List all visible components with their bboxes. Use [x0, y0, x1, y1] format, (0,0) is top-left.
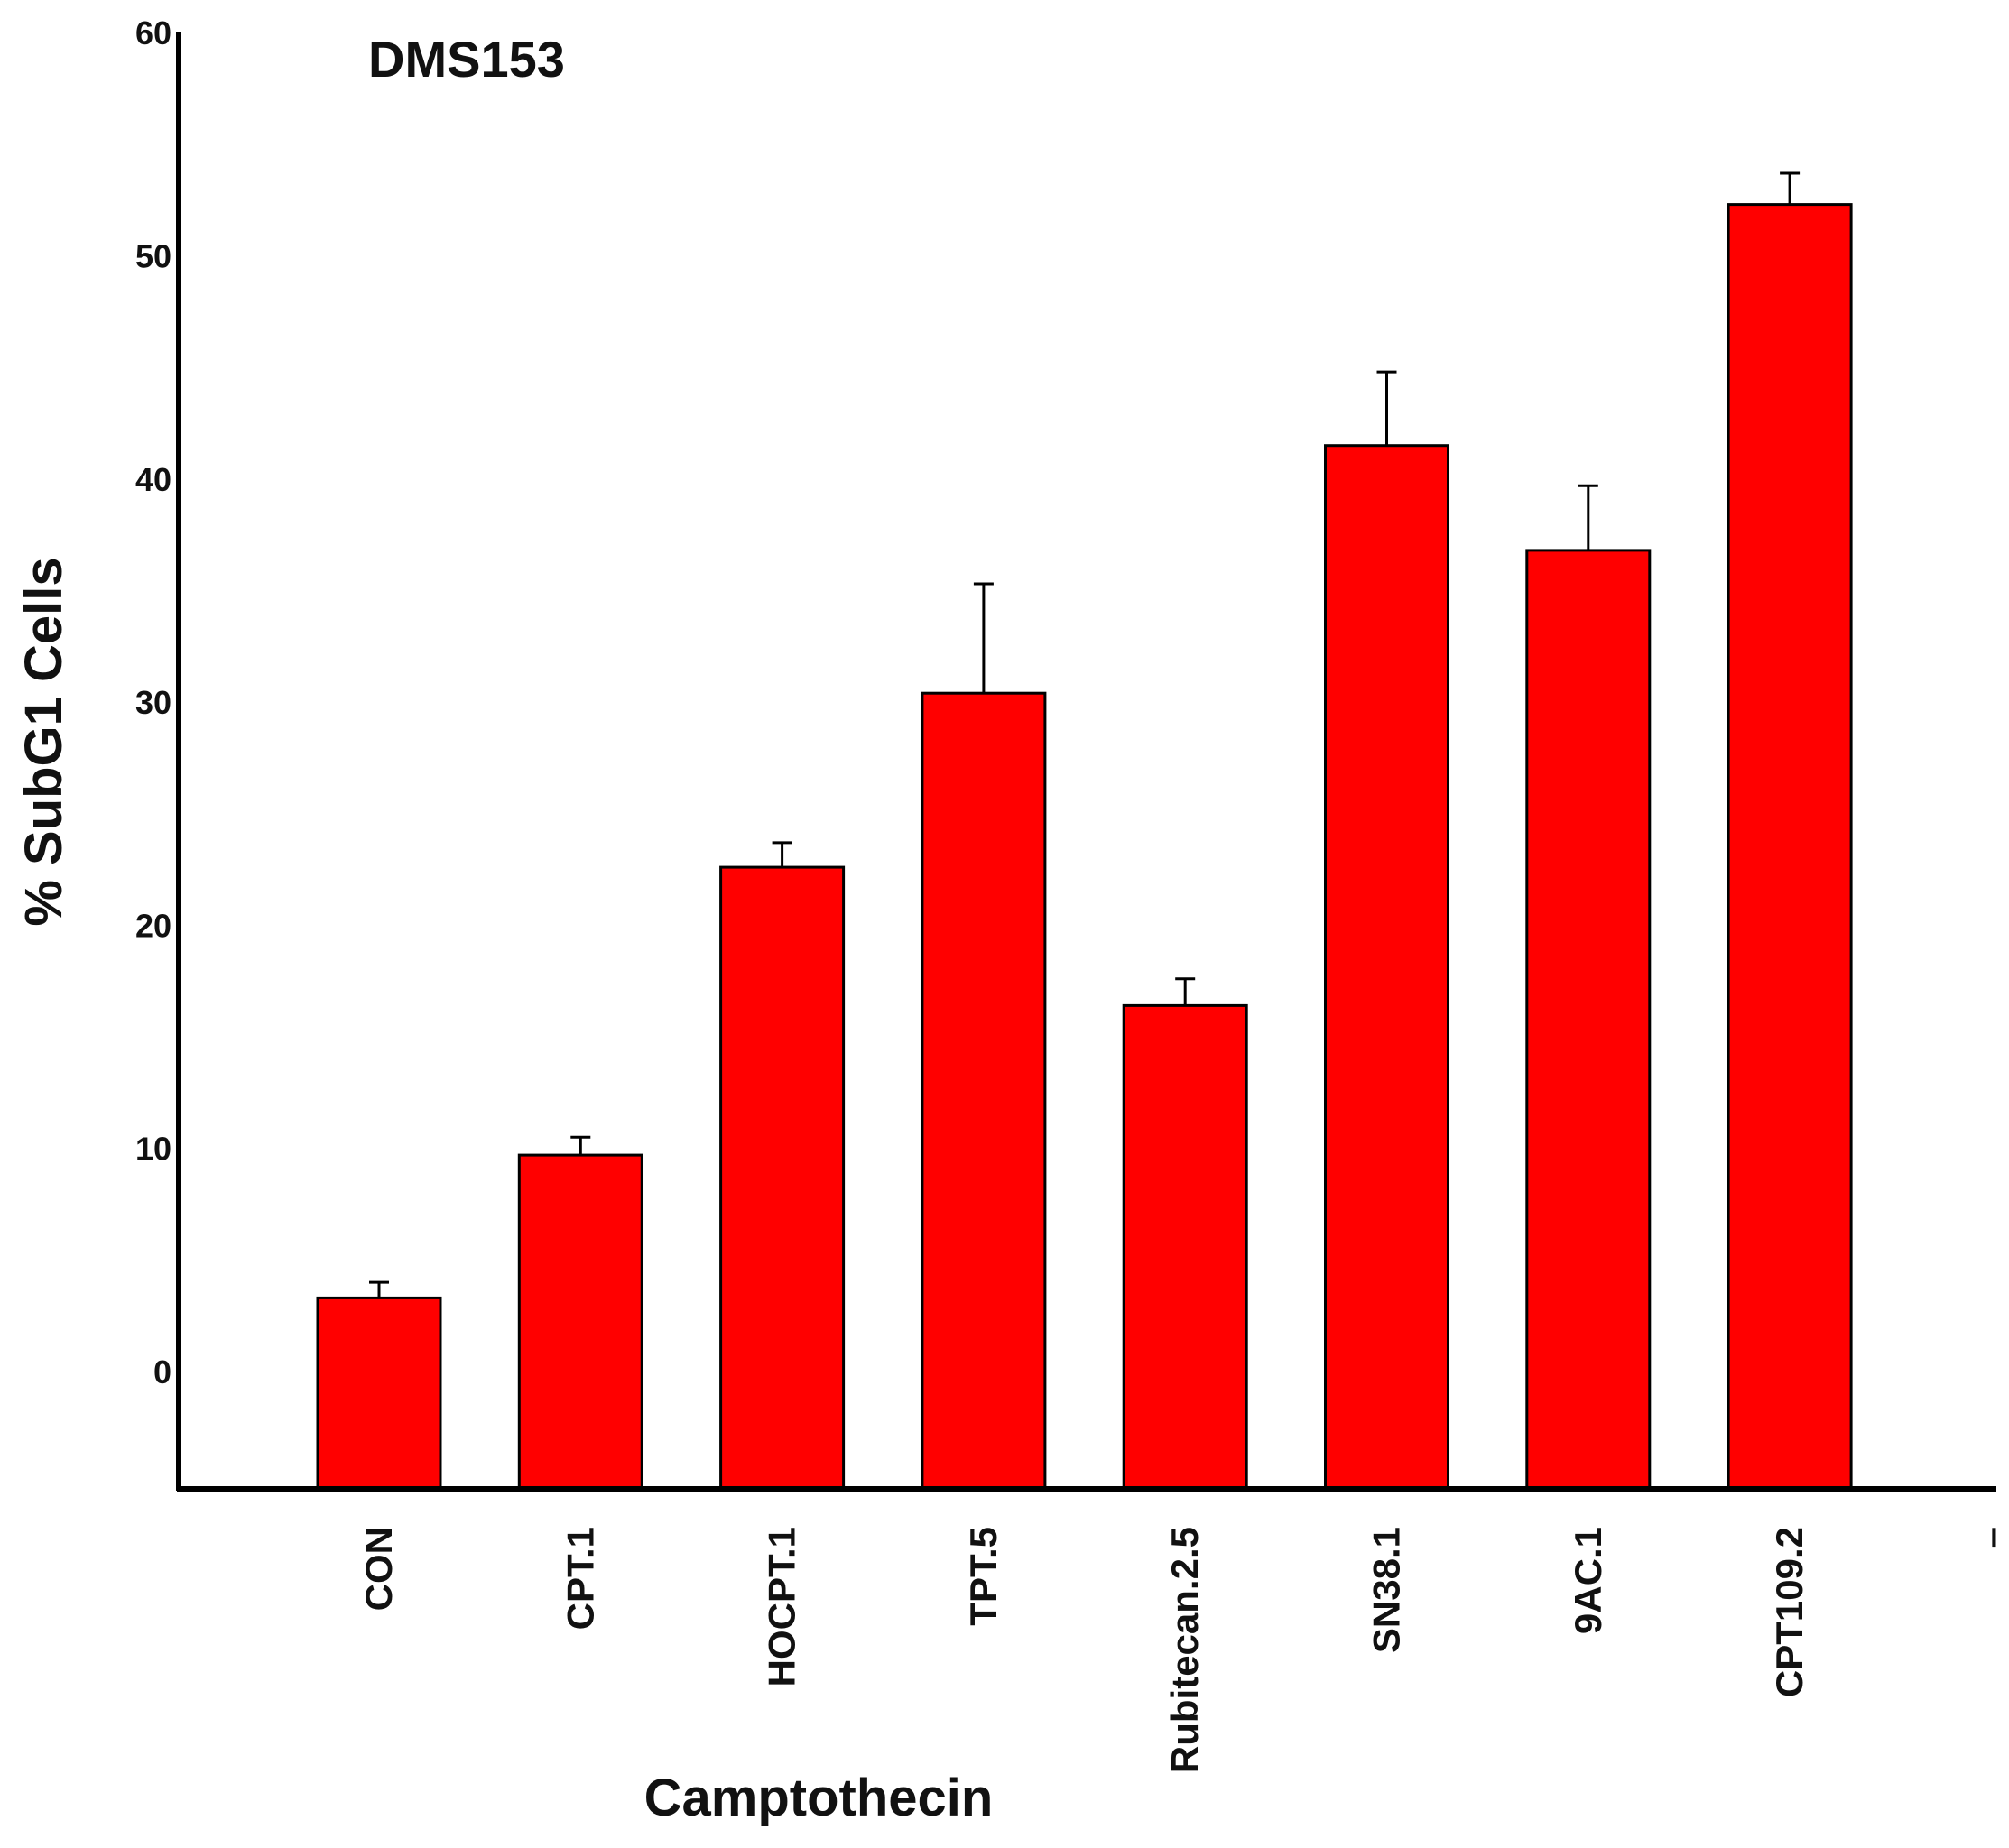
bar	[921, 691, 1047, 1491]
x-tick-label: Rubitecan.2.5	[1163, 1527, 1206, 1773]
error-bars-layer	[369, 171, 1801, 1298]
y-tick-label: 40	[135, 461, 171, 498]
y-tick-label: 20	[135, 907, 171, 944]
bars-layer	[316, 203, 1853, 1491]
y-axis-title: % SubG1 Cells	[14, 557, 73, 926]
x-tick-label: CPT.1	[559, 1527, 601, 1630]
bar	[1324, 444, 1449, 1491]
x-tick-label-extra: –	[1969, 1527, 2009, 1548]
x-tick-label: 9AC.1	[1567, 1527, 1609, 1634]
chart-title: DMS153	[368, 31, 565, 88]
x-tick-label: CON	[357, 1527, 400, 1611]
bar	[1122, 1003, 1248, 1491]
bar	[719, 865, 846, 1491]
bar	[1727, 203, 1853, 1491]
y-ticks-layer: 0 10 20 30 40 50 60	[135, 14, 171, 1391]
bar	[316, 1296, 442, 1491]
x-tick-label: SN38.1	[1366, 1527, 1408, 1653]
y-tick-label: 10	[135, 1131, 171, 1168]
x-tick-label: HOCPT.1	[761, 1527, 803, 1686]
axes-layer	[176, 32, 1996, 1492]
x-tick-label: CPT109.2	[1768, 1527, 1810, 1697]
x-tick-label: TPT.5	[962, 1527, 1004, 1626]
bar	[517, 1153, 643, 1491]
y-tick-label: 60	[135, 14, 171, 51]
bar	[1525, 549, 1652, 1491]
x-labels-layer: CON CPT.1 HOCPT.1 TPT.5 Rubitecan.2.5 SN38.1 9…	[357, 1527, 2009, 1773]
x-axis-title: Camptothecin	[644, 1769, 994, 1827]
y-tick-label: 30	[135, 684, 171, 721]
y-tick-label: 50	[135, 238, 171, 275]
y-tick-label: 0	[153, 1354, 171, 1391]
